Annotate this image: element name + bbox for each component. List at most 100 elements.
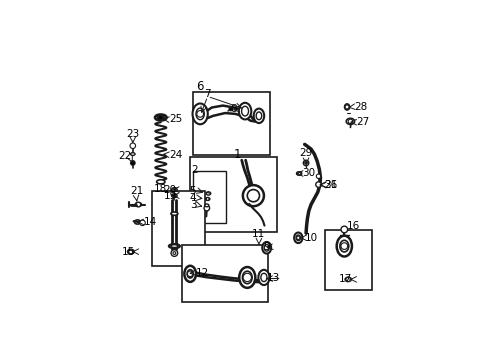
Circle shape (247, 190, 259, 202)
Circle shape (243, 273, 251, 282)
Circle shape (130, 143, 135, 149)
Ellipse shape (346, 118, 354, 125)
Bar (193, 171, 226, 223)
Ellipse shape (206, 192, 210, 195)
Circle shape (128, 249, 133, 254)
Ellipse shape (253, 109, 264, 123)
Ellipse shape (293, 233, 302, 243)
Ellipse shape (155, 114, 166, 121)
Circle shape (347, 119, 352, 123)
Text: 24: 24 (169, 150, 183, 159)
Text: 2: 2 (191, 165, 198, 175)
Circle shape (173, 252, 175, 255)
Ellipse shape (187, 270, 193, 278)
Circle shape (136, 202, 140, 207)
Ellipse shape (192, 103, 207, 124)
Text: 17: 17 (338, 274, 351, 284)
Text: 6: 6 (196, 81, 203, 94)
Text: 10: 10 (305, 233, 318, 243)
Ellipse shape (205, 198, 209, 201)
Text: 27: 27 (355, 117, 369, 127)
Ellipse shape (168, 244, 180, 248)
Ellipse shape (135, 202, 141, 207)
Circle shape (187, 271, 193, 276)
Ellipse shape (295, 235, 300, 240)
Circle shape (340, 243, 347, 249)
Text: 9: 9 (263, 242, 269, 252)
Text: 25: 25 (168, 114, 182, 125)
Circle shape (243, 185, 264, 206)
Bar (152, 191, 204, 266)
Text: 8: 8 (230, 104, 236, 114)
Circle shape (130, 161, 135, 165)
Ellipse shape (336, 236, 351, 257)
Circle shape (172, 194, 176, 197)
Ellipse shape (339, 240, 348, 252)
Ellipse shape (204, 204, 208, 207)
Bar (325, 230, 371, 291)
Ellipse shape (258, 270, 269, 285)
Ellipse shape (171, 194, 177, 198)
Ellipse shape (264, 244, 268, 251)
Text: 30: 30 (302, 168, 315, 179)
Ellipse shape (127, 249, 134, 254)
Text: 11: 11 (252, 229, 265, 239)
Ellipse shape (256, 112, 261, 120)
Circle shape (228, 108, 232, 111)
Ellipse shape (157, 116, 164, 119)
Ellipse shape (260, 273, 266, 282)
Ellipse shape (156, 180, 164, 184)
Bar (189, 157, 276, 232)
Text: 18: 18 (154, 184, 167, 194)
Ellipse shape (241, 106, 248, 116)
Circle shape (203, 205, 209, 211)
Ellipse shape (345, 277, 350, 282)
Text: 4: 4 (189, 193, 196, 203)
Text: 23: 23 (126, 129, 139, 139)
Ellipse shape (242, 271, 252, 284)
Circle shape (346, 277, 350, 282)
Text: 31: 31 (324, 180, 337, 190)
Text: 19: 19 (163, 191, 176, 201)
Text: 1: 1 (233, 148, 241, 161)
Circle shape (340, 226, 347, 233)
Ellipse shape (184, 266, 196, 282)
Text: 15: 15 (122, 247, 135, 257)
Ellipse shape (238, 103, 251, 120)
Ellipse shape (171, 245, 178, 247)
Text: 21: 21 (129, 186, 142, 195)
Ellipse shape (239, 267, 255, 288)
Text: 14: 14 (143, 217, 156, 227)
Text: 29: 29 (299, 148, 312, 158)
Ellipse shape (196, 108, 204, 120)
Circle shape (303, 160, 308, 166)
Circle shape (171, 250, 177, 256)
Ellipse shape (171, 212, 178, 215)
Text: 22: 22 (119, 151, 132, 161)
Bar (182, 245, 268, 302)
Circle shape (296, 236, 299, 239)
Text: 3: 3 (190, 201, 197, 210)
Circle shape (172, 188, 176, 191)
Text: 7: 7 (204, 89, 210, 99)
Circle shape (140, 220, 145, 226)
Text: 16: 16 (346, 221, 360, 231)
Circle shape (345, 105, 348, 109)
Text: 20: 20 (163, 185, 176, 194)
Circle shape (304, 162, 307, 164)
Text: 12: 12 (196, 268, 209, 278)
Circle shape (197, 111, 203, 117)
Ellipse shape (262, 242, 270, 253)
Circle shape (297, 172, 300, 175)
Ellipse shape (130, 153, 135, 156)
Bar (193, 92, 270, 156)
Text: 28: 28 (353, 102, 366, 112)
Circle shape (158, 115, 163, 120)
Text: 13: 13 (266, 273, 280, 283)
Text: 26: 26 (324, 180, 337, 190)
Circle shape (316, 174, 320, 179)
Circle shape (315, 182, 321, 187)
Text: 5: 5 (189, 186, 196, 196)
Ellipse shape (171, 188, 177, 192)
Ellipse shape (344, 104, 349, 110)
